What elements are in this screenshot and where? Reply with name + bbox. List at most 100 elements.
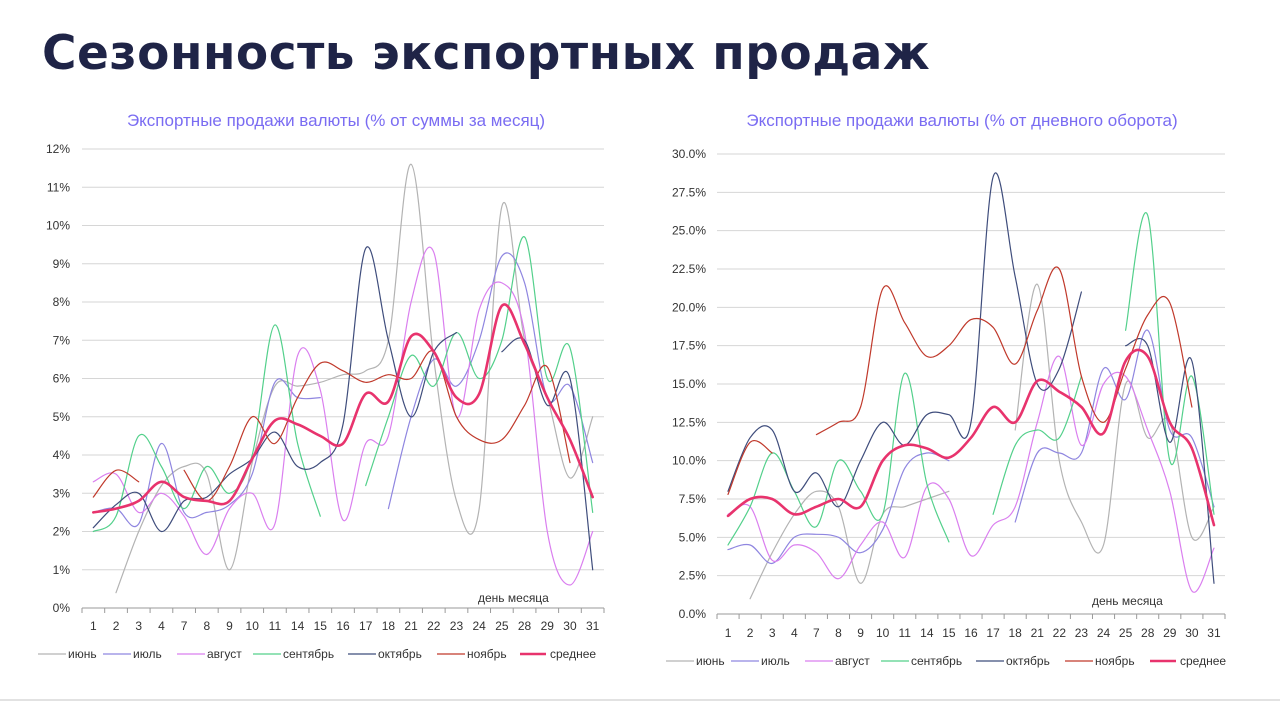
left-y-tick-label: 11% <box>47 180 70 194</box>
page-title: Сезонность экспортных продаж <box>42 26 931 81</box>
right-y-tick-label: 7.5% <box>679 492 707 506</box>
left-x-tick-label: 8 <box>203 619 210 633</box>
right-x-tick-label: 28 <box>1141 626 1155 640</box>
right-x-tick-label: 11 <box>899 626 912 640</box>
left-series-line-3 <box>92 246 594 586</box>
left-x-tick-label: 23 <box>450 619 464 633</box>
left-y-tick-label: 8% <box>53 295 71 309</box>
left-x-axis-label: день месяца <box>478 591 549 605</box>
left-x-tick-label: 16 <box>336 619 350 633</box>
left-y-tick-label: 4% <box>53 448 71 462</box>
left-x-tick-label: 10 <box>246 619 260 633</box>
bottom-divider <box>0 699 1280 701</box>
right-x-tick-label: 7 <box>813 626 820 640</box>
left-x-tick-label: 9 <box>226 619 233 633</box>
left-x-tick-label: 2 <box>113 619 120 633</box>
left-legend-label: ноябрь <box>467 647 507 661</box>
left-x-tick-label: 15 <box>314 619 328 633</box>
right-y-tick-label: 17.5% <box>672 339 706 353</box>
right-x-tick-label: 1 <box>725 626 732 640</box>
right-series-line-2 <box>727 452 950 564</box>
left-x-tick-label: 11 <box>269 619 282 633</box>
right-series-line-5 <box>1125 338 1215 584</box>
left-legend-label: июнь <box>68 647 97 661</box>
right-x-tick-label: 23 <box>1075 626 1089 640</box>
left-series-line-7 <box>92 303 594 514</box>
left-x-tick-label: 4 <box>158 619 165 633</box>
right-y-tick-label: 25.0% <box>672 224 706 238</box>
left-y-tick-label: 5% <box>53 410 71 424</box>
right-series-line-4 <box>992 375 1082 515</box>
left-series-line-2 <box>387 252 594 510</box>
right-x-tick-label: 8 <box>835 626 842 640</box>
right-series-line-7 <box>726 348 1216 527</box>
left-x-tick-label: 31 <box>586 619 600 633</box>
right-legend-label: сентябрь <box>911 654 962 668</box>
right-y-tick-label: 5.0% <box>679 530 707 544</box>
right-series-line-1 <box>749 490 950 600</box>
right-legend-label: июль <box>761 654 790 668</box>
left-legend-label: июль <box>133 647 162 661</box>
right-x-tick-label: 21 <box>1031 626 1045 640</box>
left-y-tick-label: 7% <box>53 333 71 347</box>
right-y-tick-label: 10.0% <box>672 454 706 468</box>
left-x-tick-label: 17 <box>359 619 373 633</box>
left-y-tick-label: 3% <box>53 486 71 500</box>
right-chart-title: Экспортные продажи валюты (% от дневного… <box>746 111 1177 130</box>
left-series-line-4 <box>365 236 594 513</box>
right-series-line-6 <box>815 266 1193 436</box>
right-x-tick-label: 14 <box>920 626 934 640</box>
left-legend-label: октябрь <box>378 647 422 661</box>
right-y-tick-label: 27.5% <box>672 185 706 199</box>
right-y-tick-label: 15.0% <box>672 377 706 391</box>
right-x-tick-label: 4 <box>791 626 798 640</box>
right-y-tick-label: 0.0% <box>679 607 707 621</box>
right-y-tick-label: 30.0% <box>672 147 706 161</box>
left-y-tick-label: 12% <box>46 142 70 156</box>
left-series-line-5 <box>92 246 458 533</box>
right-x-tick-label: 29 <box>1163 626 1177 640</box>
left-x-tick-label: 25 <box>495 619 509 633</box>
left-x-tick-label: 1 <box>90 619 97 633</box>
right-series-line-5 <box>727 172 1082 508</box>
right-series-line-4 <box>1125 212 1215 515</box>
right-x-axis-label: день месяца <box>1092 594 1163 608</box>
left-series-line-6 <box>92 469 140 498</box>
left-x-tick-label: 21 <box>404 619 418 633</box>
right-legend-label: август <box>835 654 870 668</box>
left-legend-label: сентябрь <box>283 647 334 661</box>
left-x-tick-label: 29 <box>541 619 555 633</box>
left-series-line-4 <box>92 324 321 533</box>
right-x-tick-label: 15 <box>942 626 956 640</box>
right-legend-label: ноябрь <box>1095 654 1135 668</box>
right-y-tick-label: 20.0% <box>672 300 706 314</box>
left-y-tick-label: 1% <box>53 563 71 577</box>
left-series-line-2 <box>92 378 321 528</box>
right-y-tick-label: 12.5% <box>672 415 706 429</box>
right-y-tick-label: 22.5% <box>672 262 706 276</box>
right-x-tick-label: 31 <box>1207 626 1221 640</box>
right-series-line-4 <box>727 372 950 546</box>
right-x-tick-label: 30 <box>1185 626 1199 640</box>
left-y-tick-label: 2% <box>53 525 71 539</box>
right-x-tick-label: 17 <box>986 626 1000 640</box>
right-legend-label: октябрь <box>1006 654 1050 668</box>
chart-left: Экспортные продажи валюты (% от суммы за… <box>38 111 605 661</box>
right-series-line-2 <box>1014 329 1215 523</box>
left-x-tick-label: 7 <box>181 619 188 633</box>
right-legend-label: среднее <box>1180 654 1226 668</box>
right-x-tick-label: 9 <box>857 626 864 640</box>
right-x-tick-label: 25 <box>1119 626 1133 640</box>
left-legend-label: август <box>207 647 242 661</box>
left-legend-label: среднее <box>550 647 596 661</box>
left-chart-title: Экспортные продажи валюты (% от суммы за… <box>127 111 545 130</box>
left-x-tick-label: 3 <box>135 619 142 633</box>
right-series-line-6 <box>727 440 773 495</box>
left-x-tick-label: 14 <box>291 619 305 633</box>
right-series-line-1 <box>1014 283 1215 554</box>
left-x-tick-label: 30 <box>563 619 577 633</box>
right-x-tick-label: 2 <box>747 626 754 640</box>
right-x-tick-label: 24 <box>1097 626 1111 640</box>
left-y-tick-label: 6% <box>53 372 71 386</box>
